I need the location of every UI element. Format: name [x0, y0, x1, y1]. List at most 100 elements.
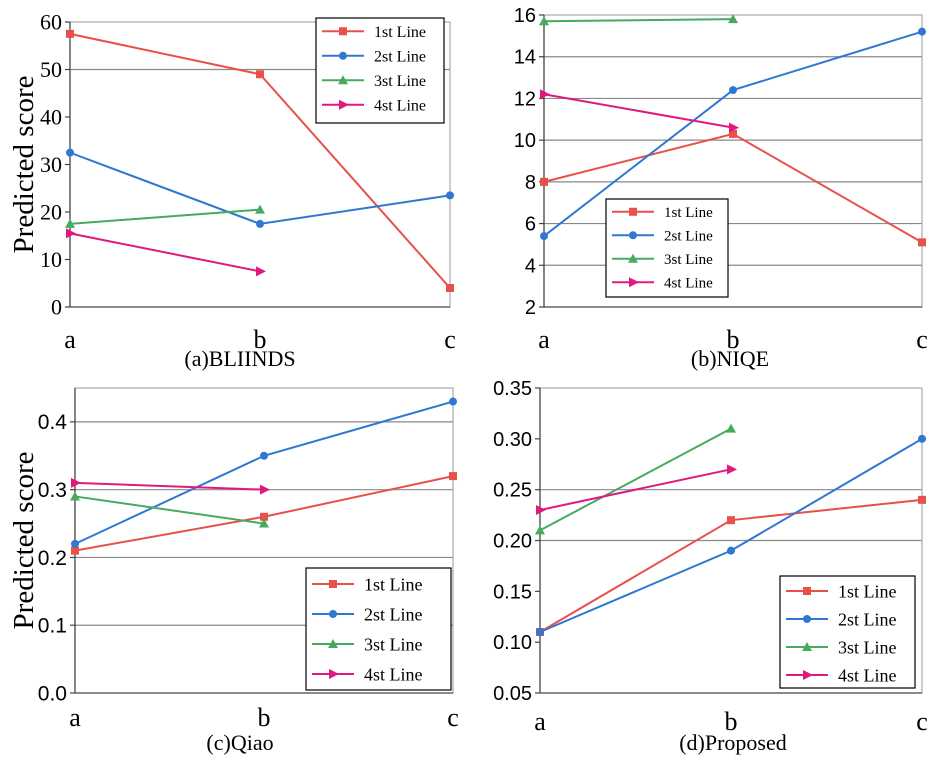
legend: 1st Line 2st Line 3st Line 4st Line: [779, 575, 916, 689]
y-axis-label: Predicted score: [8, 76, 40, 254]
legend-label-2: 2st Line: [374, 48, 426, 65]
legend-marker-1: [329, 580, 337, 588]
series-4-point-2: [260, 484, 270, 495]
series-1-point-2: [256, 70, 264, 79]
legend-marker-4: [329, 669, 339, 679]
series-1-line: [543, 132, 923, 244]
legend-label-4: 4st Line: [374, 97, 426, 114]
legend-marker-2: [329, 610, 337, 618]
series-4-point-1: [71, 477, 81, 488]
series-2-point-1: [536, 628, 544, 636]
series-2-point-1: [66, 148, 74, 157]
series-3-point-1: [65, 218, 75, 228]
y-tick-label: 20: [40, 200, 62, 225]
x-tick-label: c: [916, 325, 928, 354]
legend-marker-1: [629, 207, 637, 216]
series-2: [540, 27, 926, 241]
legend-box: [779, 575, 916, 689]
series-3-point-2: [728, 14, 738, 24]
series-4-point-2: [727, 464, 737, 475]
legend-marker-2: [803, 615, 811, 623]
legend-marker-1: [803, 587, 811, 595]
legend-marker-4: [629, 277, 639, 288]
legend-label-4: 4st Line: [664, 276, 713, 292]
y-tick-label: 50: [40, 57, 62, 82]
series-2: [536, 434, 926, 636]
legend-label-1: 1st Line: [374, 24, 426, 41]
x-tick-label: b: [725, 707, 738, 736]
x-tick-label: b: [727, 325, 740, 354]
legend-label-1: 1st Line: [364, 574, 423, 594]
series-3-line: [69, 208, 261, 225]
x-tick-label: b: [254, 325, 267, 354]
y-axis-label: Predicted score: [8, 452, 40, 630]
plot-frame: [543, 14, 923, 308]
chart-caption: (b)NIQE: [691, 346, 769, 371]
series-4-point-1: [536, 505, 546, 515]
series-1-point-3: [918, 495, 926, 504]
series-3-point-2: [255, 204, 265, 214]
series-3-point-1: [539, 16, 549, 26]
y-tick-label: 0.15: [493, 581, 532, 603]
y-tick-label: 10: [40, 247, 62, 272]
series-1-point-3: [449, 472, 457, 481]
legend-label-3: 3st Line: [374, 73, 426, 90]
y-tick-label: 0.0: [38, 682, 67, 705]
x-tick-label: a: [534, 707, 546, 736]
y-tick-label: 0.30: [493, 429, 532, 451]
series-4-line: [539, 468, 732, 511]
y-tick-label: 0.4: [38, 411, 68, 434]
y-tick-label: 8: [525, 172, 536, 194]
y-tick-label: 16: [514, 5, 536, 27]
series-2-point-2: [260, 451, 268, 460]
x-tick-label: c: [447, 703, 459, 732]
y-tick-label: 40: [40, 105, 62, 130]
series-3: [539, 14, 738, 26]
y-tick-label: 60: [40, 10, 62, 35]
series-4-line: [543, 93, 734, 129]
legend-label-2: 2st Line: [838, 609, 897, 629]
y-tick-label: 0.3: [38, 479, 67, 502]
series-4-line: [69, 232, 261, 273]
legend-marker-4: [339, 99, 349, 110]
legend-label-2: 2st Line: [664, 229, 713, 245]
y-tick-label: 0.05: [493, 683, 532, 705]
y-tick-label: 12: [514, 88, 536, 110]
series-2-point-2: [256, 219, 264, 228]
y-tick-label: 0.20: [493, 531, 532, 553]
series-1-point-2: [727, 516, 735, 525]
series-1-point-3: [446, 284, 454, 292]
legend-marker-2: [339, 51, 347, 60]
series-1-point-1: [540, 177, 548, 186]
series-3-line: [539, 427, 732, 532]
chart-caption: (c)Qiao: [206, 730, 273, 755]
y-tick-label: 4: [525, 255, 536, 277]
series-4: [66, 228, 266, 277]
chart-panel-2: 2 4 6 8 10 12 14 16 a b c (b)NIQE 1st Line 2st Line 3s…: [514, 5, 928, 371]
series-2-point-3: [446, 191, 454, 200]
series-2: [71, 397, 457, 548]
series-3-line: [543, 18, 734, 23]
y-tick-label: 14: [514, 47, 536, 69]
chart-panel-4: 0.05 0.10 0.15 0.20 0.25 0.30 0.35 a b c (d)Propos…: [493, 378, 928, 755]
series-4-point-1: [66, 228, 76, 239]
series-1-point-1: [71, 546, 79, 555]
y-tick-label: 0.35: [493, 378, 532, 400]
series-2-point-2: [729, 86, 737, 95]
legend-label-3: 3st Line: [364, 634, 423, 654]
legend-box: [605, 198, 729, 298]
series-3-point-1: [535, 525, 545, 535]
legend-label-3: 3st Line: [664, 252, 713, 268]
series-1-point-2: [729, 129, 737, 138]
x-tick-label: b: [258, 703, 271, 732]
legend-label-4: 4st Line: [838, 665, 897, 685]
legend-marker-2: [629, 231, 637, 240]
series-2: [66, 148, 454, 228]
series-2-point-1: [540, 232, 548, 241]
legend: 1st Line 2st Line 3st Line 4st Line: [305, 567, 452, 691]
series-1-point-3: [918, 238, 926, 247]
y-tick-label: 10: [514, 130, 536, 152]
x-tick-label: a: [69, 703, 81, 732]
series-2-point-3: [449, 397, 457, 406]
